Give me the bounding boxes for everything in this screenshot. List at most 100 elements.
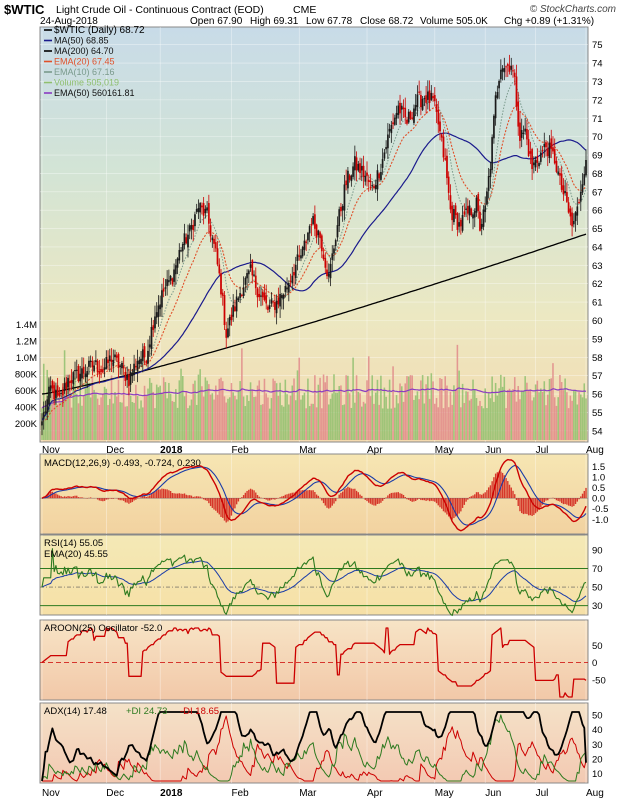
candle-body <box>372 185 373 186</box>
volume-bar <box>85 374 87 440</box>
candle-body <box>238 298 239 300</box>
candle-body <box>227 329 228 337</box>
volume-bar <box>490 398 492 440</box>
candle-body <box>159 305 160 309</box>
volume-bar <box>224 396 226 440</box>
candle-body <box>163 289 164 292</box>
candle-body <box>535 160 536 167</box>
volume-bar <box>177 408 179 440</box>
candle-body <box>135 366 136 367</box>
candle-body <box>299 256 300 257</box>
candle-body <box>365 176 366 182</box>
volume-bar <box>380 376 382 440</box>
volume-bar <box>264 379 266 440</box>
candle-body <box>93 366 94 371</box>
macd-histogram-bar <box>272 498 273 499</box>
price-tick-label: 55 <box>592 408 603 419</box>
volume-bar <box>342 405 344 440</box>
volume-bar <box>302 395 304 440</box>
volume-bar <box>180 369 182 440</box>
macd-histogram-bar <box>405 497 406 498</box>
price-tick-label: 60 <box>592 316 603 327</box>
volume-bar <box>366 380 368 440</box>
candle-body <box>446 156 447 178</box>
candle-body <box>132 373 133 376</box>
volume-bar <box>175 389 177 440</box>
macd-tick-label: 1.0 <box>592 473 605 484</box>
candle-body <box>368 180 369 182</box>
volume-bar <box>112 403 114 440</box>
volume-bar <box>125 407 127 440</box>
volume-bar <box>493 402 495 440</box>
macd-histogram-bar <box>566 498 567 504</box>
month-tick-label: May <box>435 445 454 456</box>
volume-bar <box>97 399 99 440</box>
macd-histogram-bar <box>502 473 503 498</box>
volume-bar <box>479 401 481 440</box>
candle-body <box>241 295 242 296</box>
volume-bar <box>140 400 142 440</box>
volume-bar <box>149 378 151 440</box>
legend-entry: Volume 505,019 <box>54 78 119 88</box>
candle-body <box>483 210 484 227</box>
volume-bar <box>109 399 111 440</box>
macd-histogram-bar <box>347 487 348 498</box>
candle-body <box>139 360 140 364</box>
macd-histogram-bar <box>577 498 578 501</box>
candle-body <box>450 195 451 209</box>
candle-body <box>208 203 209 223</box>
macd-histogram-bar <box>580 496 581 498</box>
macd-histogram-bar <box>424 498 425 500</box>
volume-bar <box>516 402 518 440</box>
volume-bar <box>375 393 377 440</box>
macd-histogram-bar <box>245 493 246 498</box>
candle-body <box>478 194 479 210</box>
volume-bar <box>476 398 478 440</box>
macd-histogram-bar <box>458 498 459 513</box>
macd-histogram-bar <box>314 492 315 498</box>
volume-bar <box>486 408 488 440</box>
candle-body <box>415 105 416 110</box>
volume-tick-label: 200K <box>15 419 38 430</box>
macd-histogram-bar <box>328 498 329 508</box>
volume-bar <box>338 386 340 440</box>
volume-bar <box>100 397 102 440</box>
candle-body <box>113 360 114 366</box>
candle-body <box>142 350 143 361</box>
month-tick-label-bottom: Dec <box>106 788 124 799</box>
volume-tick-label: 1.4M <box>16 320 37 331</box>
month-tick-label-bottom: Apr <box>367 788 383 799</box>
candle-body <box>382 159 383 168</box>
candle-body <box>418 92 419 93</box>
macd-histogram-bar <box>198 496 199 498</box>
volume-bar <box>547 395 549 440</box>
candle-body <box>570 209 571 217</box>
macd-histogram-bar <box>213 498 214 509</box>
price-tick-label: 69 <box>592 151 603 162</box>
candle-body <box>158 306 159 317</box>
volume-bar <box>563 390 565 440</box>
volume-bar <box>86 383 88 440</box>
candle-body <box>551 139 552 149</box>
volume-bar <box>272 379 274 440</box>
candle-body <box>90 361 91 362</box>
volume-bar <box>500 375 502 440</box>
candle-body <box>314 214 315 228</box>
candle-body <box>123 366 124 368</box>
macd-histogram-bar <box>140 497 141 498</box>
candle-body <box>410 112 411 118</box>
volume-bar <box>577 405 579 440</box>
candle-body <box>342 206 343 210</box>
candle-body <box>523 133 524 134</box>
candle-body <box>457 213 458 229</box>
macd-histogram-bar <box>66 497 67 498</box>
candle-body <box>309 226 310 233</box>
volume-bar <box>293 378 295 440</box>
volume-bar <box>436 398 438 440</box>
macd-histogram-bar <box>571 498 572 507</box>
macd-histogram-bar <box>366 498 367 501</box>
volume-bar <box>255 397 257 440</box>
volume-bar <box>285 380 287 440</box>
candle-body <box>156 312 157 317</box>
month-tick-label: Feb <box>231 445 249 456</box>
